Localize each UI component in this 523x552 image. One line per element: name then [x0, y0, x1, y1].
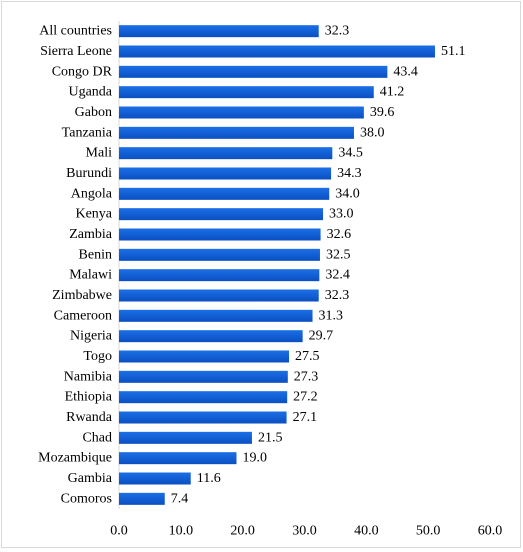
value-label: 31.3 — [319, 308, 344, 323]
category-label: Zimbabwe — [52, 288, 112, 303]
x-tick-label: 0.0 — [110, 524, 128, 539]
category-label: Rwanda — [66, 410, 113, 425]
bar — [119, 289, 319, 302]
value-label: 11.6 — [197, 471, 221, 486]
bar — [119, 86, 374, 99]
bar — [119, 248, 320, 261]
value-label: 27.2 — [293, 390, 318, 405]
bar — [119, 147, 333, 160]
bar-chart: All countries Sierra Leone Congo DR Uganda G… — [38, 21, 503, 539]
value-label: 32.4 — [325, 268, 350, 283]
bar — [119, 187, 330, 200]
category-label: Mali — [86, 146, 113, 161]
category-label: Mozambique — [38, 451, 112, 466]
category-label: Chad — [82, 430, 112, 445]
value-label: 27.1 — [293, 410, 318, 425]
bar — [119, 208, 324, 221]
category-label: Ethiopia — [65, 390, 113, 405]
bar — [119, 370, 288, 383]
value-label: 33.0 — [329, 207, 354, 222]
bar — [119, 472, 191, 485]
bar — [119, 269, 320, 282]
value-label: 7.4 — [171, 491, 189, 506]
bar — [119, 309, 313, 322]
value-label: 32.5 — [326, 247, 351, 262]
value-label: 32.3 — [325, 288, 350, 303]
bar — [119, 167, 332, 180]
value-label: 43.4 — [393, 64, 418, 79]
x-tick-label: 60.0 — [478, 524, 503, 539]
value-label: 32.3 — [325, 24, 350, 39]
x-tick-label: 50.0 — [416, 524, 441, 539]
bar — [119, 452, 237, 465]
category-label: Gambia — [68, 471, 113, 486]
bar — [119, 228, 321, 241]
bar — [119, 106, 364, 119]
value-label: 34.5 — [338, 146, 363, 161]
x-tick-label: 40.0 — [354, 524, 379, 539]
bar — [119, 65, 388, 78]
category-label: Comoros — [61, 491, 112, 506]
category-label: Burundi — [66, 166, 112, 181]
bar — [119, 391, 288, 404]
value-label: 27.3 — [294, 369, 319, 384]
bar — [119, 330, 303, 343]
category-label: Gabon — [75, 105, 112, 120]
x-tick-label: 10.0 — [169, 524, 194, 539]
bar — [119, 45, 435, 58]
category-label: Nigeria — [70, 329, 113, 344]
category-label: Uganda — [68, 85, 112, 100]
category-label: Cameroon — [54, 308, 112, 323]
value-label: 38.0 — [360, 125, 385, 140]
category-label: Sierra Leone — [40, 44, 112, 59]
category-label: Namibia — [64, 369, 113, 384]
bar — [119, 492, 165, 505]
value-label: 19.0 — [242, 451, 267, 466]
category-label: Kenya — [75, 207, 112, 222]
value-label: 34.3 — [337, 166, 362, 181]
value-label: 27.5 — [295, 349, 320, 364]
category-label: Angola — [71, 186, 113, 201]
bar — [119, 126, 354, 139]
category-label: Congo DR — [52, 64, 113, 79]
x-tick-label: 20.0 — [230, 524, 255, 539]
value-label: 51.1 — [441, 44, 466, 59]
value-label: 34.0 — [335, 186, 360, 201]
category-label: Tanzania — [62, 125, 113, 140]
bar — [119, 350, 290, 363]
category-label: Zambia — [69, 227, 113, 242]
category-label: All countries — [39, 24, 112, 39]
value-label: 32.6 — [327, 227, 352, 242]
x-tick-label: 30.0 — [292, 524, 317, 539]
value-label: 41.2 — [380, 85, 405, 100]
value-label: 21.5 — [258, 430, 283, 445]
bar — [119, 411, 287, 424]
bar — [119, 431, 252, 444]
category-label: Togo — [83, 349, 112, 364]
value-label: 39.6 — [370, 105, 395, 120]
value-label: 29.7 — [309, 329, 334, 344]
category-label: Benin — [79, 247, 112, 262]
bar — [119, 25, 319, 38]
category-label: Malawi — [69, 268, 112, 283]
